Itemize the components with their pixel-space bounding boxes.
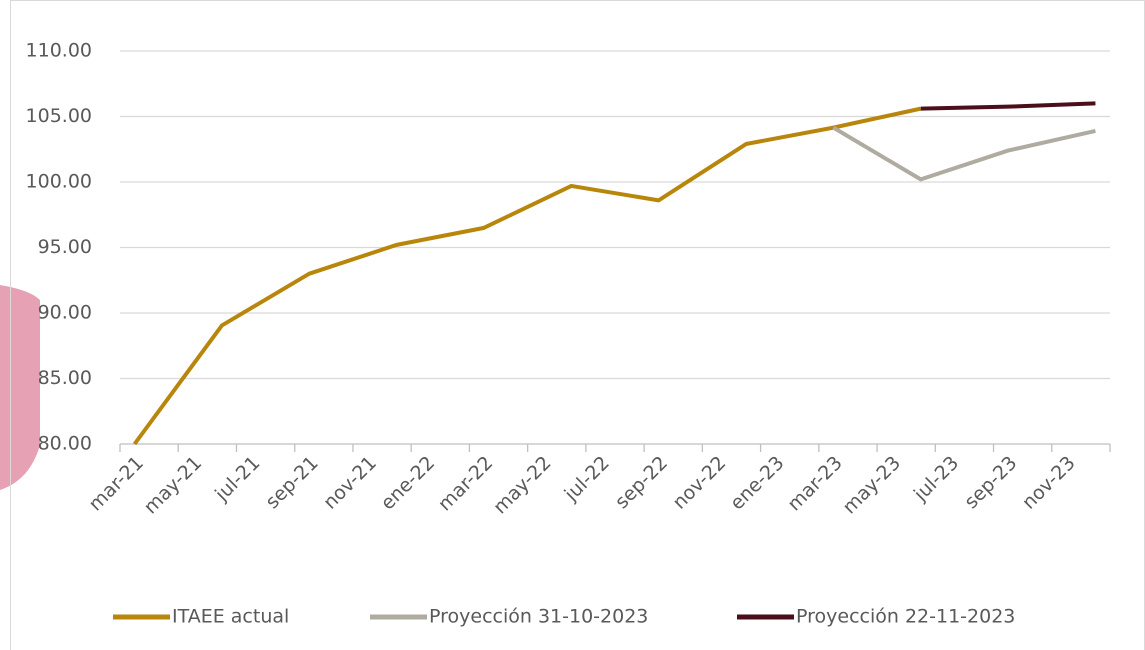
decoration bbox=[0, 285, 40, 490]
y-tick-label: 100.00 bbox=[26, 171, 92, 193]
series-line bbox=[832, 125, 1096, 182]
chart-border bbox=[10, 0, 1145, 650]
legend-label: ITAEE actual bbox=[172, 606, 289, 628]
legend-label: Proyección 22-11-2023 bbox=[796, 606, 1015, 628]
y-tick-label: 95.00 bbox=[38, 236, 92, 258]
y-tick-label: 85.00 bbox=[38, 367, 92, 389]
y-tick-label: 90.00 bbox=[38, 302, 92, 324]
x-tick-label: may-21 bbox=[140, 452, 207, 519]
x-tick-label: sep-22 bbox=[611, 452, 672, 513]
x-tick-label: mar-22 bbox=[434, 452, 497, 515]
x-tick-label: jul-23 bbox=[909, 452, 963, 506]
x-tick-label: nov-23 bbox=[1018, 452, 1080, 514]
x-tick-label: mar-23 bbox=[783, 452, 846, 515]
x-tick-label: ene-23 bbox=[726, 452, 789, 515]
y-tick-label: 80.00 bbox=[38, 433, 92, 455]
x-tick-label: may-22 bbox=[489, 452, 556, 519]
y-tick-label: 110.00 bbox=[26, 40, 92, 62]
series-line bbox=[132, 106, 922, 446]
x-tick-label: ene-22 bbox=[377, 452, 440, 515]
x-tick-label: sep-21 bbox=[261, 452, 322, 513]
x-tick-label: mar-21 bbox=[84, 452, 147, 515]
x-tick-label: sep-23 bbox=[960, 452, 1021, 513]
x-tick-label: jul-21 bbox=[210, 452, 264, 506]
x-tick-label: nov-21 bbox=[319, 452, 381, 514]
y-tick-label: 105.00 bbox=[26, 105, 92, 127]
series-line bbox=[920, 101, 1096, 111]
x-tick-label: nov-22 bbox=[669, 452, 731, 514]
legend-label: Proyección 31-10-2023 bbox=[429, 606, 648, 628]
x-tick-label: may-23 bbox=[838, 452, 905, 519]
x-tick-label: jul-22 bbox=[560, 452, 614, 506]
